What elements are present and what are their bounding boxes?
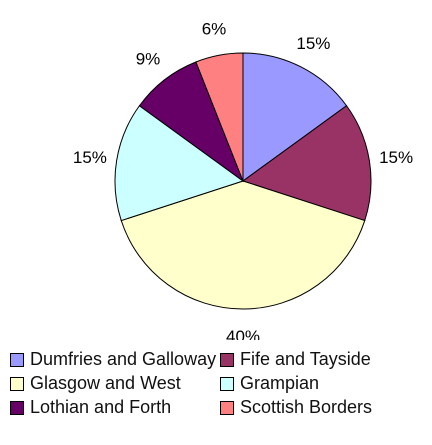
pie-label-grampian: 15%: [73, 148, 107, 167]
legend-label-glasgow-and-west: Glasgow and West: [30, 372, 181, 395]
legend-label-dumfries-and-galloway: Dumfries and Galloway: [30, 348, 216, 371]
legend-label-grampian: Grampian: [240, 372, 319, 395]
legend-swatch-scottish-borders: [220, 401, 234, 415]
pie-label-fife-and-tayside: 15%: [379, 148, 413, 167]
legend-swatch-grampian: [220, 377, 234, 391]
legend-item-dumfries-and-galloway: Dumfries and Galloway: [10, 348, 220, 371]
legend-item-lothian-and-forth: Lothian and Forth: [10, 396, 220, 419]
legend-item-glasgow-and-west: Glasgow and West: [10, 372, 220, 395]
legend-swatch-fife-and-tayside: [220, 353, 234, 367]
legend-item-fife-and-tayside: Fife and Tayside: [220, 348, 430, 371]
legend-item-scottish-borders: Scottish Borders: [220, 396, 430, 419]
legend-label-lothian-and-forth: Lothian and Forth: [30, 396, 171, 419]
pie-label-glasgow-and-west: 40%: [226, 327, 260, 340]
legend-label-fife-and-tayside: Fife and Tayside: [240, 348, 371, 371]
legend: Dumfries and Galloway Fife and Tayside G…: [10, 348, 430, 419]
legend-label-scottish-borders: Scottish Borders: [240, 396, 372, 419]
pie-label-lothian-and-forth: 9%: [136, 50, 161, 69]
pie-chart-canvas: 15% 15% 40% 15% 9% 6%: [0, 0, 432, 340]
pie-label-scottish-borders: 6%: [202, 20, 227, 39]
legend-swatch-glasgow-and-west: [10, 377, 24, 391]
legend-swatch-dumfries-and-galloway: [10, 353, 24, 367]
legend-swatch-lothian-and-forth: [10, 401, 24, 415]
pie-label-dumfries-and-galloway: 15%: [296, 34, 330, 53]
legend-item-grampian: Grampian: [220, 372, 430, 395]
